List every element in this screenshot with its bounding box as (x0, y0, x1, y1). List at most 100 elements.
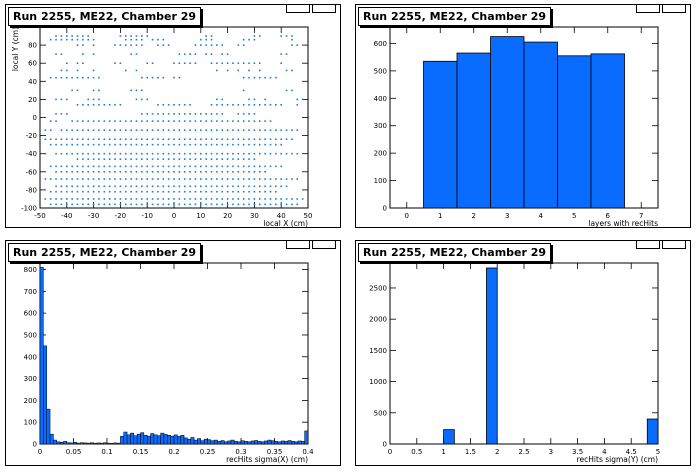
x-tick-label: 4 (602, 448, 607, 456)
y-tick-label: 600 (374, 40, 387, 48)
hit-point (216, 98, 218, 101)
hit-point (253, 138, 256, 141)
hit-point (66, 98, 68, 101)
hit-point (226, 143, 229, 146)
hit-point (269, 178, 272, 180)
hit-point (55, 53, 57, 55)
hit-point (66, 69, 68, 72)
hit-point (253, 129, 256, 131)
hit-point (183, 120, 186, 122)
hit-point (248, 165, 250, 168)
hit-point (194, 198, 197, 200)
hit-point (221, 53, 224, 55)
hit-point (82, 138, 84, 141)
hit-point (119, 158, 122, 160)
x-axis-label: recHits sigma(X) (cm) (226, 455, 308, 464)
hit-point (173, 104, 175, 106)
hit-point (119, 152, 122, 155)
hit-point (108, 143, 111, 146)
y-tick-label: 60 (28, 60, 37, 68)
hit-point (71, 198, 73, 200)
hit-point (258, 185, 261, 188)
hit-point (189, 185, 191, 188)
hit-point (60, 76, 63, 79)
hit-point (178, 104, 181, 106)
hit-point (183, 104, 186, 106)
hit-point (242, 185, 245, 188)
hit-point (296, 152, 299, 155)
hit-point (92, 53, 95, 55)
hit-point (76, 171, 79, 173)
x-tick-label: 2.5 (518, 448, 529, 456)
hit-point (141, 171, 143, 173)
histogram-bar (423, 60, 458, 209)
hit-point (221, 190, 224, 193)
hit-point (98, 138, 100, 141)
histogram-bar (523, 41, 558, 209)
hit-point (55, 152, 57, 155)
hit-point (103, 143, 106, 146)
histogram-bar (220, 440, 225, 445)
hit-point (92, 143, 95, 146)
hit-point (108, 104, 111, 106)
hit-point (114, 203, 116, 206)
histogram-bar (136, 433, 141, 445)
hit-point (248, 129, 250, 131)
hit-point (221, 152, 224, 155)
hit-point (237, 44, 240, 46)
plot-frame (389, 262, 659, 445)
histogram-bar (250, 440, 255, 445)
histogram-bar (203, 438, 208, 445)
hit-point (183, 198, 186, 200)
hit-point (76, 165, 79, 168)
hit-point (178, 171, 181, 173)
hit-point (162, 113, 165, 115)
hit-point (103, 138, 106, 141)
hit-point (275, 152, 277, 155)
hit-point (275, 143, 277, 146)
hit-point (130, 203, 132, 206)
hit-point (264, 152, 266, 155)
hit-point (237, 165, 240, 168)
hit-point (205, 143, 207, 146)
hit-point (130, 35, 132, 37)
histogram-bar (79, 442, 84, 445)
hit-point (275, 185, 277, 188)
y-axis-label: local Y (cm) (11, 27, 20, 71)
hit-point (162, 138, 165, 141)
hit-point (157, 190, 159, 193)
hit-point (141, 38, 143, 41)
hit-point (55, 76, 57, 79)
hit-point (167, 171, 170, 173)
histogram-bar (177, 436, 181, 445)
y-tick-label: 0 (383, 441, 387, 449)
hit-point (130, 89, 132, 92)
hit-point (92, 38, 95, 41)
hit-point (157, 165, 159, 168)
hit-point (119, 178, 122, 180)
hit-point (232, 62, 234, 64)
hit-point (114, 158, 116, 160)
hit-point (87, 129, 90, 131)
histogram-bar (43, 345, 47, 445)
hit-point (87, 198, 90, 200)
hit-point (71, 143, 73, 146)
hit-point (264, 178, 266, 180)
hit-point (108, 203, 111, 206)
hit-point (264, 165, 266, 168)
histogram-bar (96, 442, 101, 445)
hit-point (124, 44, 127, 46)
hit-point (210, 35, 213, 37)
hit-point (157, 178, 159, 180)
hit-point (76, 38, 79, 41)
hit-point (226, 198, 229, 200)
hit-point (108, 190, 111, 193)
hit-point (114, 120, 116, 122)
histogram-bar (69, 442, 74, 445)
hit-point (151, 120, 154, 122)
hit-point (178, 185, 181, 188)
hit-point (119, 143, 122, 146)
hit-point (237, 203, 240, 206)
y-tick-label: 0 (383, 205, 387, 213)
hit-point (205, 120, 207, 122)
